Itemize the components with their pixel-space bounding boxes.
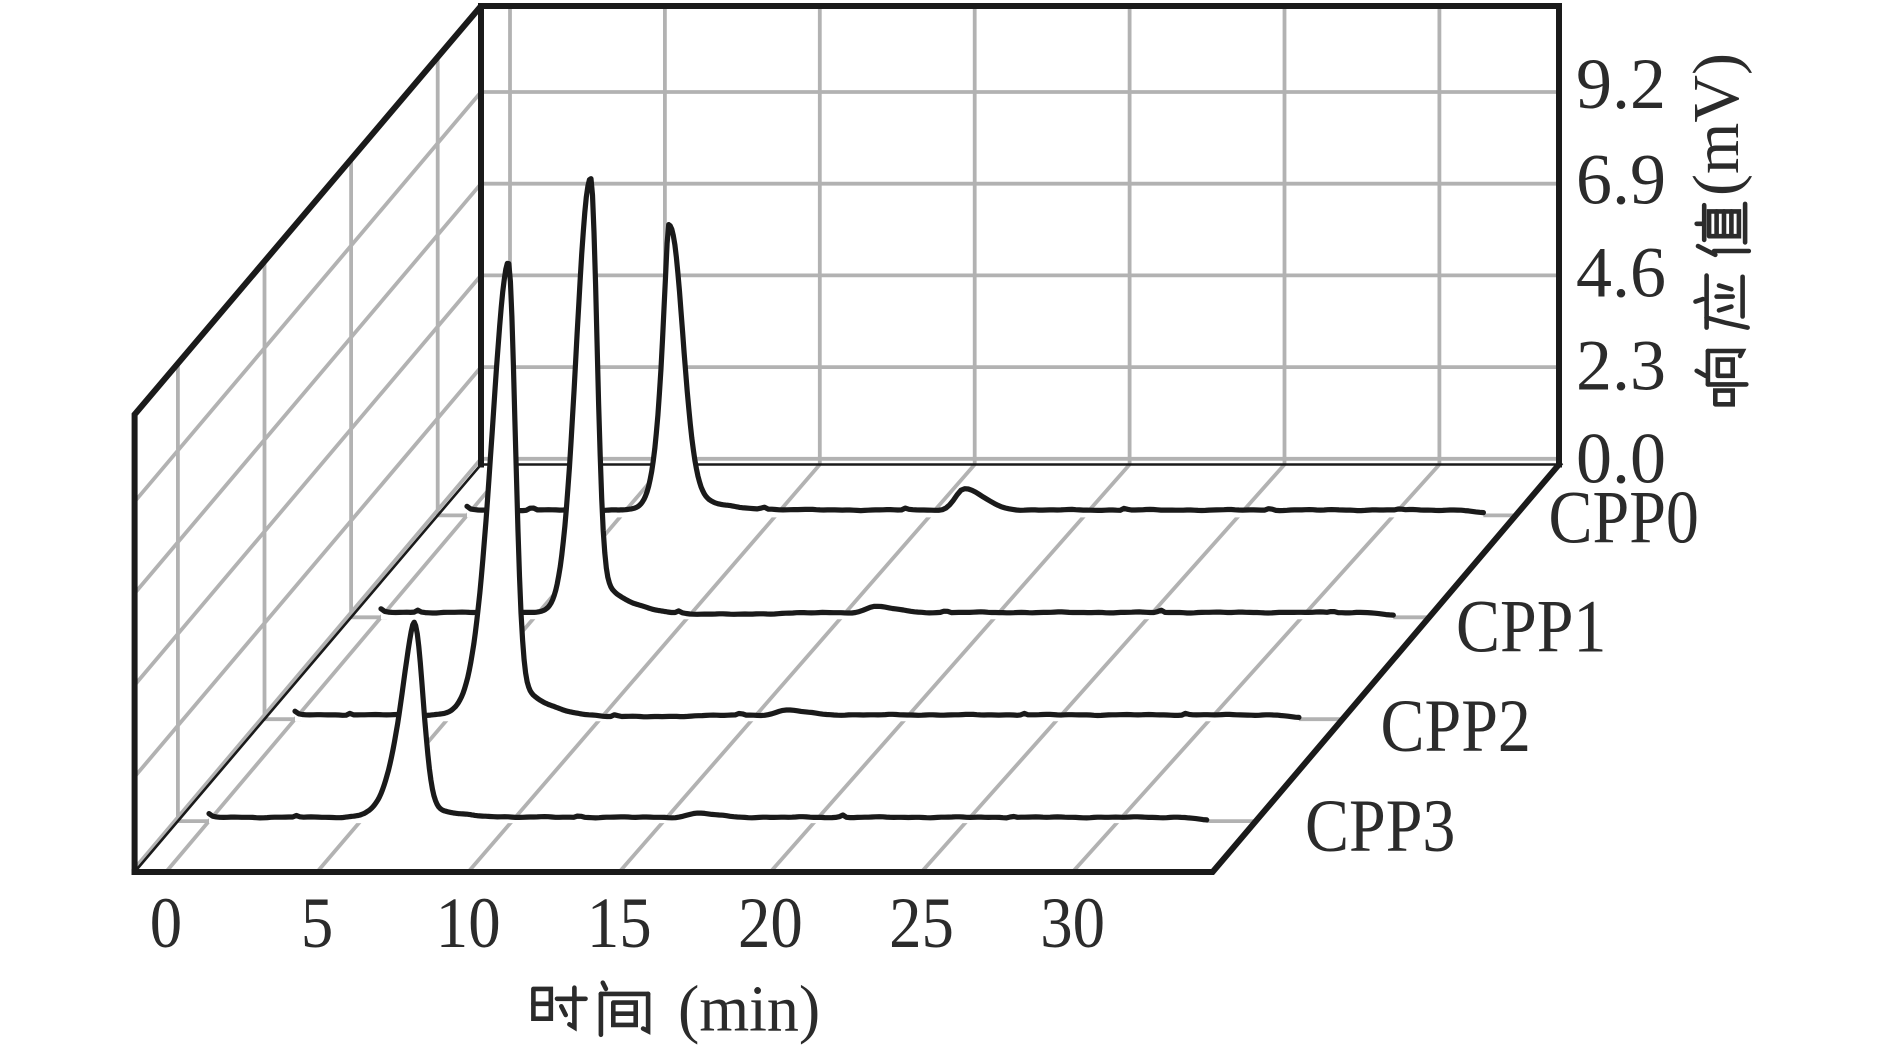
svg-text:CPP0: CPP0 (1549, 477, 1699, 560)
svg-text:(min): (min) (678, 973, 820, 1046)
svg-text:30: 30 (1040, 883, 1105, 963)
svg-text:15: 15 (587, 883, 652, 963)
svg-text:5: 5 (301, 883, 333, 963)
svg-text:(mV): (mV) (1680, 53, 1753, 196)
svg-text:2.3: 2.3 (1576, 326, 1666, 406)
svg-text:25: 25 (889, 883, 954, 963)
svg-text:0.0: 0.0 (1576, 419, 1666, 499)
svg-text:10: 10 (436, 883, 501, 963)
svg-text:CPP1: CPP1 (1456, 586, 1606, 669)
svg-text:6.9: 6.9 (1576, 140, 1666, 220)
svg-text:4.6: 4.6 (1576, 233, 1666, 313)
svg-text:CPP2: CPP2 (1381, 685, 1531, 768)
svg-text:CPP3: CPP3 (1305, 785, 1455, 868)
svg-text:20: 20 (738, 883, 803, 963)
svg-text:0: 0 (150, 883, 182, 963)
svg-text:9.2: 9.2 (1576, 44, 1666, 124)
